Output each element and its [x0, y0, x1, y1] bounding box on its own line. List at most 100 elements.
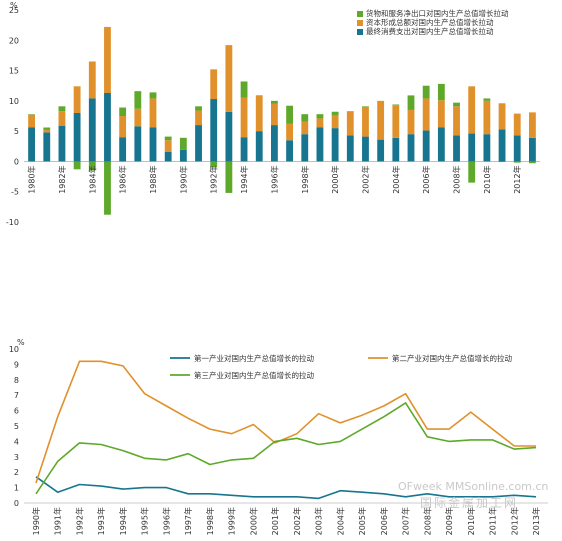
bar-capital-1995年	[255, 96, 263, 132]
line-x-tick-label: 2000年	[248, 507, 258, 535]
line-y-tick-label: 4	[14, 437, 19, 446]
bar-consumption-1988年	[149, 127, 157, 162]
bar-consumption-1998年	[301, 134, 309, 162]
bar-netexport-2009年	[468, 161, 476, 183]
bar-capital-1998年	[301, 121, 309, 135]
line-x-tick-label: 2008年	[422, 507, 432, 535]
bar-x-tick-label: 2008年	[452, 165, 462, 193]
bar-capital-2013年	[528, 112, 536, 138]
bar-capital-2008年	[453, 106, 460, 136]
line-x-tick-label: 1998年	[205, 507, 215, 535]
bar-netexport-2007年	[437, 83, 445, 101]
bar-netexport-1981年	[43, 127, 51, 130]
bar-capital-1992年	[210, 69, 218, 100]
bar-capital-2002年	[362, 106, 369, 137]
line-x-tick-label: 1999年	[227, 507, 237, 535]
line-x-tick-label: 2010年	[466, 507, 476, 535]
bar-consumption-2013年	[528, 137, 536, 162]
line-x-tick-label: 1994年	[118, 507, 128, 535]
bar-netexport-2011年	[498, 161, 506, 163]
watermark: OFweek MMSonline.com.cn 国际金属加工网	[398, 480, 548, 510]
line-y-tick-label: 7	[14, 391, 19, 400]
bar-legend-label-consumption: 最终消费支出对国内生产总值增长拉动	[366, 26, 494, 36]
bar-consumption-2009年	[468, 133, 476, 162]
bar-x-tick-label: 1980年	[27, 165, 37, 193]
bar-consumption-2005年	[407, 134, 415, 162]
bar-consumption-2006年	[422, 130, 430, 162]
line-x-tick-label: 1993年	[96, 507, 106, 535]
bar-capital-1989年	[164, 140, 172, 152]
bar-y-tick-label: 0	[14, 157, 19, 166]
bar-capital-1997年	[286, 123, 294, 141]
bar-netexport-1996年	[270, 100, 278, 104]
bar-netexport-2010年	[483, 98, 491, 101]
bar-unit-label: %	[10, 1, 18, 10]
bar-legend-swatch-capital	[357, 20, 363, 26]
bar-capital-1982年	[58, 111, 66, 126]
bar-capital-1988年	[149, 98, 157, 128]
bar-consumption-2003年	[377, 139, 385, 162]
bar-x-tick-label: 1984年	[87, 165, 97, 193]
bar-consumption-1984年	[88, 98, 96, 162]
bar-netexport-1991年	[195, 106, 202, 111]
bar-netexport-1982年	[58, 106, 66, 112]
bar-netexport-1995年	[255, 95, 263, 97]
line-series-tertiary	[35, 402, 537, 495]
bar-netexport-2013年	[528, 161, 536, 164]
bar-consumption-1993年	[225, 111, 233, 162]
bar-netexport-1994年	[240, 81, 248, 98]
bar-netexport-1986年	[119, 107, 127, 116]
bar-consumption-2012年	[513, 135, 521, 162]
bar-consumption-2001年	[346, 135, 354, 162]
line-x-tick-label: 2004年	[335, 507, 345, 535]
bar-netexport-1998年	[301, 114, 309, 122]
bar-consumption-1983年	[73, 112, 81, 162]
line-x-tick-label: 1990年	[31, 507, 41, 535]
bar-x-tick-label: 2010年	[482, 165, 492, 193]
line-x-tick-label: 1997年	[183, 507, 193, 535]
bar-x-tick-label: 2012年	[512, 165, 522, 193]
bar-capital-1996年	[270, 103, 278, 126]
line-y-tick-label: 2	[14, 468, 19, 477]
bar-x-tick-label: 1990年	[178, 165, 188, 193]
line-x-tick-label: 2005年	[357, 507, 367, 535]
bar-netexport-2006年	[422, 85, 430, 99]
bar-consumption-1989年	[164, 151, 172, 162]
bar-capital-2005年	[407, 109, 415, 135]
bar-consumption-1991年	[195, 125, 202, 162]
bar-x-tick-label: 2000年	[330, 165, 340, 193]
bar-consumption-1987年	[134, 126, 142, 162]
bar-capital-1980年	[28, 114, 36, 128]
bar-netexport-1984年	[88, 161, 96, 171]
gdp-demand-contribution-bar-chart: %25 20 15 10 5 0 -5 -10 1980年 1982年 1984年 1986年 1988…	[6, 1, 540, 227]
bar-legend-swatch-netexport	[357, 11, 363, 17]
bar-netexport-2008年	[453, 102, 460, 107]
bar-x-tick-label: 2004年	[391, 165, 401, 193]
bar-consumption-1982年	[58, 125, 66, 162]
line-x-tick-label: 2013年	[531, 507, 541, 535]
bar-consumption-1981年	[43, 132, 51, 162]
bar-x-tick-label: 1982年	[57, 165, 67, 193]
bar-capital-2009年	[468, 86, 476, 134]
bar-consumption-1992年	[210, 99, 218, 162]
line-x-tick-label: 2007年	[401, 507, 411, 535]
bar-x-tick-label: 2006年	[421, 165, 431, 193]
line-y-tick-label: 5	[14, 422, 19, 431]
bar-netexport-2004年	[392, 104, 400, 106]
line-y-tick-label: 8	[14, 376, 19, 385]
bar-capital-1999年	[316, 118, 324, 128]
bar-netexport-1989年	[164, 136, 172, 141]
bar-capital-1987年	[134, 108, 142, 127]
bar-consumption-1997年	[286, 140, 294, 162]
bar-netexport-1993年	[225, 161, 233, 193]
line-x-tick-label: 2009年	[444, 507, 454, 535]
bar-x-tick-label: 1986年	[118, 165, 128, 193]
bar-netexport-1990年	[179, 137, 187, 150]
bar-consumption-1990年	[179, 149, 187, 162]
bar-capital-1990年	[179, 161, 187, 163]
bar-capital-1981年	[43, 129, 51, 133]
bar-capital-1991年	[195, 110, 202, 126]
line-legend-label-primary: 第一产业对国内生产总值增长的拉动	[194, 353, 314, 363]
bar-capital-2001年	[346, 111, 354, 136]
